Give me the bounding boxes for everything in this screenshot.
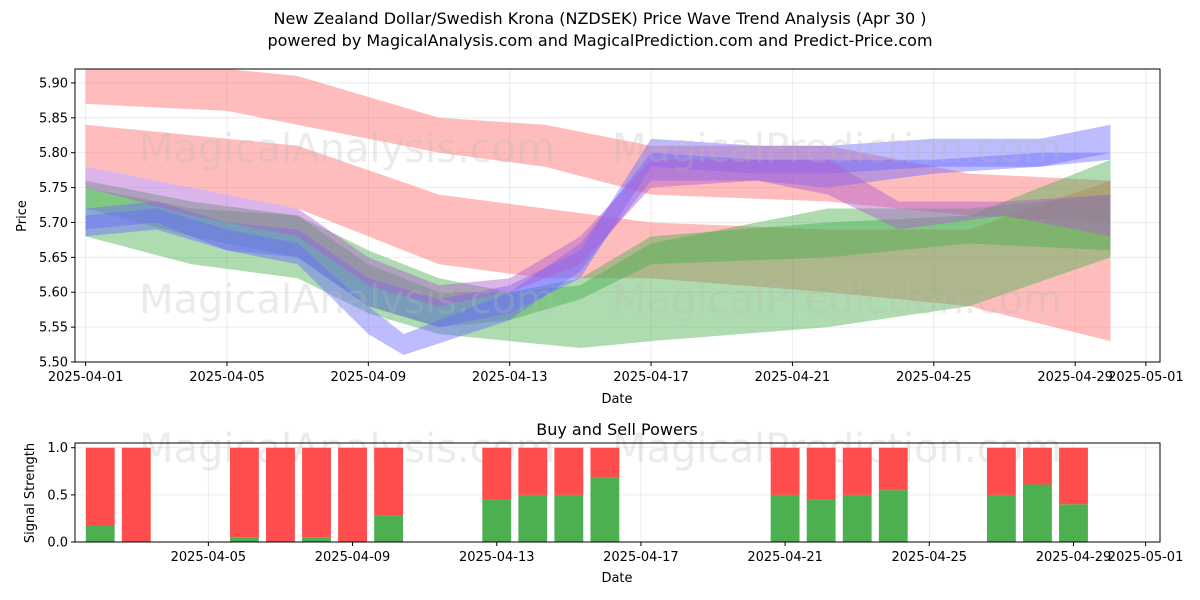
x-tick-label: 2025-04-01 (48, 370, 124, 385)
x-axis-label: Date (601, 571, 632, 586)
signal-chart-title: Buy and Sell Powers (536, 420, 698, 439)
x-tick-label: 2025-04-13 (472, 370, 548, 385)
buy-bar (518, 494, 548, 542)
buy-bar (230, 537, 259, 542)
sell-bar (554, 447, 584, 495)
chart-subtitle: powered by MagicalAnalysis.com and Magic… (267, 31, 933, 50)
sell-bar (338, 447, 367, 542)
y-tick-label: 5.80 (39, 146, 68, 161)
plot-frame (74, 442, 1161, 543)
x-tick-label: 2025-04-13 (459, 550, 535, 565)
x-tick-label: 2025-04-25 (892, 550, 968, 565)
sell-bar (986, 447, 1016, 495)
sell-bar (518, 447, 548, 495)
buy-bar (302, 537, 331, 542)
watermark-prediction: MagicalPrediction.com (612, 126, 1062, 172)
sell-bar (1023, 447, 1052, 485)
wave-band-red (85, 69, 1111, 223)
sell-bar (85, 447, 115, 526)
buy-bar (770, 494, 800, 542)
sell-bar (482, 447, 512, 500)
x-tick-label: 2025-04-25 (896, 370, 972, 385)
y-tick-label: 5.65 (39, 251, 68, 266)
buy-bar (878, 490, 908, 542)
sell-bar (806, 447, 836, 500)
buy-bar (986, 494, 1016, 542)
y-tick-label: 5.75 (39, 181, 68, 196)
y-tick-label: 5.55 (39, 321, 68, 336)
x-tick-label: 2025-04-17 (603, 550, 679, 565)
x-tick-label: 2025-04-21 (755, 370, 831, 385)
sell-bar (302, 447, 331, 538)
wave-band-green (85, 187, 1111, 348)
x-tick-label: 2025-04-05 (189, 370, 265, 385)
sell-bar (770, 447, 800, 495)
sell-bar (230, 447, 259, 538)
y-tick-label: 5.60 (39, 286, 68, 301)
x-tick-label: 2025-05-01 (1108, 370, 1184, 385)
y-tick-label: 5.50 (39, 356, 68, 371)
sell-bar (266, 447, 295, 542)
x-tick-label: 2025-04-29 (1037, 370, 1113, 385)
buy-bar (374, 515, 404, 542)
buy-bar (842, 494, 872, 542)
x-tick-label: 2025-04-09 (315, 550, 391, 565)
y-tick-label: 1.0 (47, 441, 68, 456)
x-axis-label: Date (601, 392, 632, 407)
sell-bar (1059, 447, 1088, 505)
y-tick-label: 5.90 (39, 76, 68, 91)
y-tick-label: 5.85 (39, 111, 68, 126)
x-tick-label: 2025-04-17 (613, 370, 689, 385)
watermark-analysis: MagicalAnalysis.com (139, 277, 555, 323)
wave-bands (85, 69, 1111, 355)
buy-bar (1023, 484, 1052, 542)
signal-panel: MagicalAnalysis.comMagicalPrediction.com… (23, 420, 1183, 586)
x-tick-label: 2025-04-29 (1036, 550, 1112, 565)
price-panel: MagicalAnalysis.com MagicalPrediction.com… (15, 68, 1184, 407)
sell-bar (374, 447, 404, 516)
buy-bar (482, 499, 512, 542)
y-tick-label: 0.0 (47, 536, 68, 551)
watermark-analysis: MagicalAnalysis.com (139, 126, 555, 172)
sell-bar (590, 447, 620, 478)
plot-frame (74, 68, 1161, 363)
x-tick-label: 2025-04-09 (331, 370, 407, 385)
wave-band-blue (85, 124, 1111, 328)
x-tick-label: 2025-05-01 (1108, 550, 1184, 565)
x-tick-label: 2025-04-05 (171, 550, 247, 565)
chart-title: New Zealand Dollar/Swedish Krona (NZDSEK… (273, 9, 927, 28)
y-tick-label: 0.5 (47, 488, 68, 503)
buy-bar (554, 494, 584, 542)
y-axis-label: Signal Strength (23, 443, 38, 543)
sell-bar (842, 447, 872, 495)
y-axis-label: Price (15, 200, 30, 232)
sell-bar (878, 447, 908, 491)
buy-bar (1059, 504, 1088, 542)
x-tick-label: 2025-04-21 (747, 550, 823, 565)
y-tick-label: 5.70 (39, 216, 68, 231)
watermark-prediction: MagicalPrediction.com (612, 277, 1062, 323)
buy-bar (85, 525, 115, 542)
buy-bar (806, 499, 836, 542)
buy-bar (590, 477, 620, 542)
sell-bar (121, 447, 151, 542)
wave-band-blue (85, 152, 1111, 355)
wave-band-purple (85, 159, 1111, 307)
wave-band-green (85, 159, 1111, 328)
wave-band-red (85, 124, 1111, 342)
